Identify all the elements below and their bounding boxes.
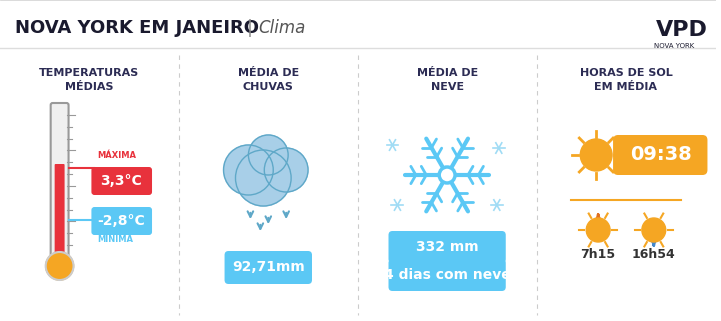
Text: NOVA YORK EM JANEIRO: NOVA YORK EM JANEIRO <box>15 19 259 37</box>
Circle shape <box>439 167 455 183</box>
FancyBboxPatch shape <box>389 231 505 263</box>
FancyBboxPatch shape <box>55 164 65 256</box>
Text: MÉDIA DE
NEVE: MÉDIA DE NEVE <box>417 68 478 91</box>
Text: HORAS DE SOL
EM MÉDIA: HORAS DE SOL EM MÉDIA <box>580 68 673 91</box>
FancyBboxPatch shape <box>613 135 707 175</box>
Circle shape <box>236 150 291 206</box>
Text: 09:38: 09:38 <box>630 145 691 164</box>
Text: 332 mm: 332 mm <box>416 240 479 254</box>
Circle shape <box>265 148 308 192</box>
Circle shape <box>249 135 288 175</box>
Text: MÍNIMA: MÍNIMA <box>97 236 133 245</box>
Text: 7h15: 7h15 <box>580 248 616 262</box>
Text: MÉDIA DE
CHUVAS: MÉDIA DE CHUVAS <box>238 68 299 91</box>
FancyBboxPatch shape <box>389 259 505 291</box>
Text: TEMPERATURAS
MÉDIAS: TEMPERATURAS MÉDIAS <box>40 68 140 91</box>
Circle shape <box>580 139 612 171</box>
FancyBboxPatch shape <box>92 167 152 195</box>
Circle shape <box>45 252 74 280</box>
Text: 3,3°C: 3,3°C <box>100 174 142 188</box>
Text: 92,71mm: 92,71mm <box>232 260 305 274</box>
Text: 4 dias com neve: 4 dias com neve <box>384 268 510 282</box>
Text: NOVA YORK: NOVA YORK <box>654 43 694 49</box>
Text: VPD: VPD <box>656 20 708 40</box>
FancyBboxPatch shape <box>92 207 152 235</box>
Circle shape <box>586 218 610 242</box>
Text: |: | <box>247 19 252 37</box>
Text: MÁXIMA: MÁXIMA <box>97 152 136 160</box>
Text: Clima: Clima <box>258 19 306 37</box>
FancyBboxPatch shape <box>50 103 68 257</box>
Text: 16h54: 16h54 <box>632 248 676 262</box>
FancyBboxPatch shape <box>224 251 312 284</box>
Text: -2,8°C: -2,8°C <box>97 214 145 228</box>
Circle shape <box>224 145 273 195</box>
Circle shape <box>642 218 665 242</box>
